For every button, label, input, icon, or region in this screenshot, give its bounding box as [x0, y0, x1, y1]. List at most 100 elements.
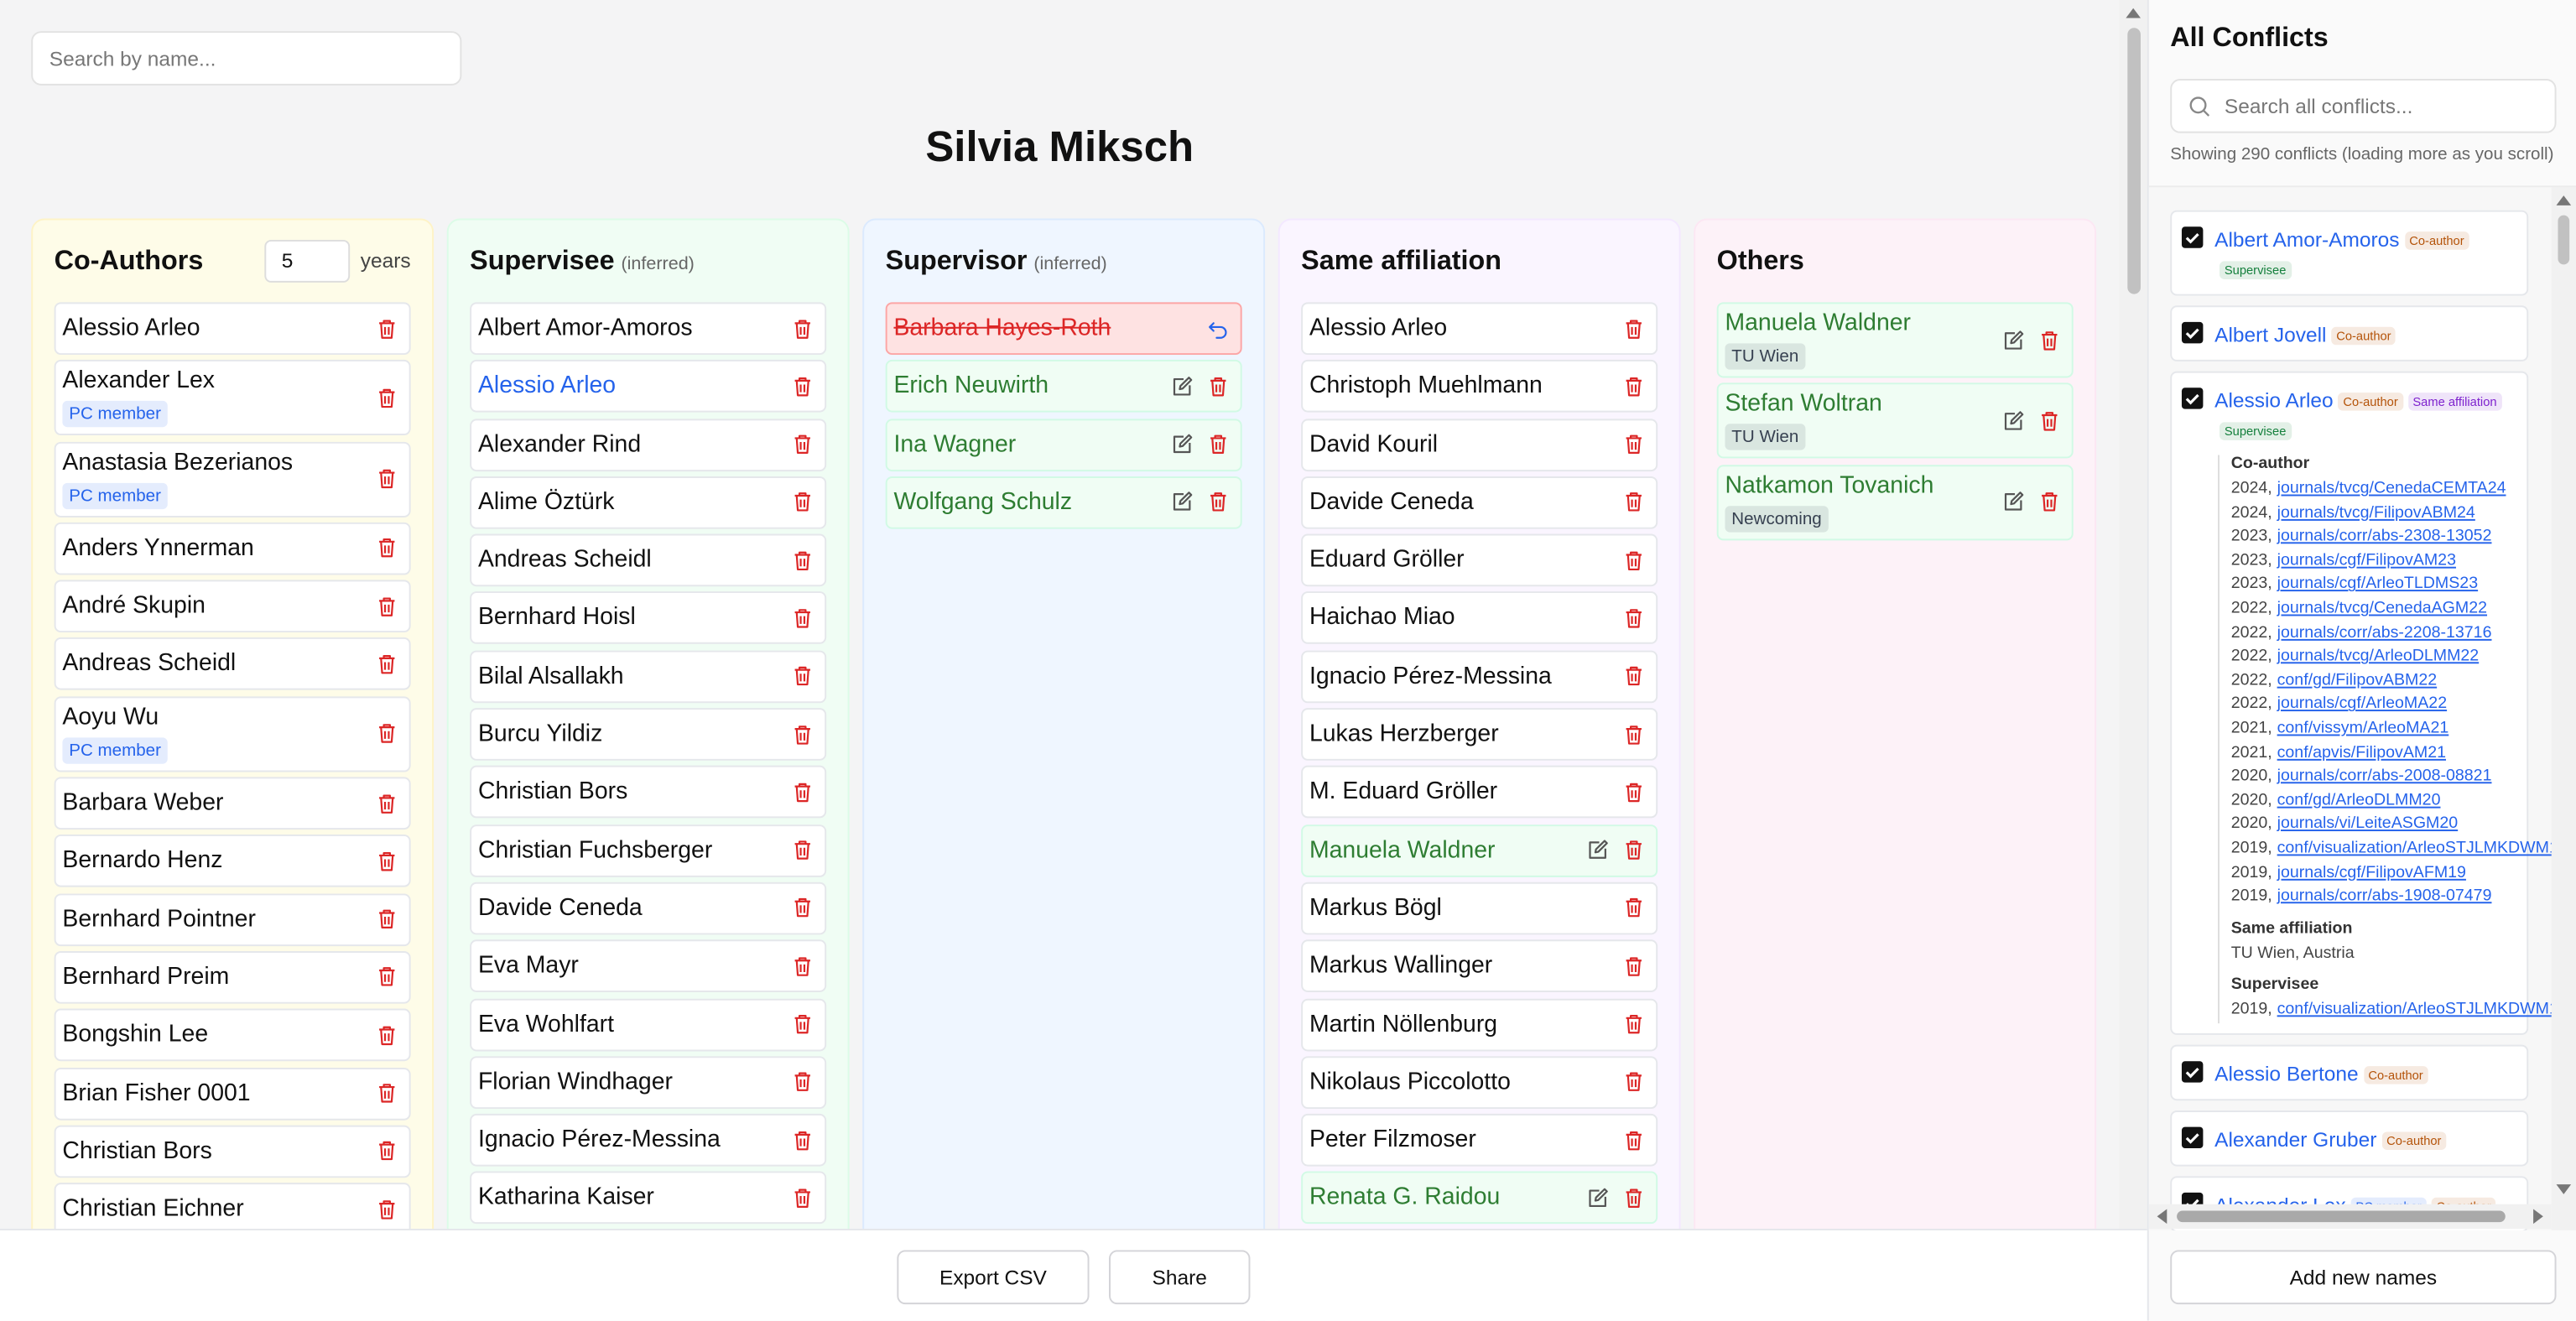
edit-icon[interactable]	[1169, 432, 1194, 456]
publication-link[interactable]: conf/visualization/ArleoSTJLMKDWM19	[2277, 839, 2568, 858]
trash-icon[interactable]	[375, 594, 399, 618]
search-input[interactable]: Search by name...	[31, 31, 462, 86]
list-scrollbar[interactable]	[2551, 187, 2576, 1230]
trash-icon[interactable]	[375, 1197, 399, 1221]
trash-icon[interactable]	[1621, 896, 1646, 920]
trash-icon[interactable]	[375, 653, 399, 677]
publication-link[interactable]: journals/tvcg/CenedaCEMTA24	[2277, 479, 2506, 498]
trash-icon[interactable]	[375, 1139, 399, 1163]
trash-icon[interactable]	[375, 1023, 399, 1048]
trash-icon[interactable]	[790, 490, 814, 514]
trash-icon[interactable]	[1621, 664, 1646, 689]
publication-link[interactable]: journals/tvcg/ArleoDLMM22	[2277, 647, 2480, 666]
trash-icon[interactable]	[1206, 490, 1231, 514]
trash-icon[interactable]	[790, 896, 814, 920]
trash-icon[interactable]	[790, 1012, 814, 1037]
trash-icon[interactable]	[1621, 606, 1646, 631]
trash-icon[interactable]	[1621, 1012, 1646, 1037]
edit-icon[interactable]	[1169, 374, 1194, 398]
publication-link[interactable]: conf/vissym/ArleoMA21	[2277, 719, 2449, 738]
publication-link[interactable]: conf/gd/FilipovABM22	[2277, 671, 2438, 690]
checkbox[interactable]	[2181, 226, 2204, 248]
conflict-name[interactable]: Alexander Gruber	[2214, 1128, 2377, 1152]
trash-icon[interactable]	[1206, 374, 1231, 398]
trash-icon[interactable]	[1621, 838, 1646, 862]
checkbox[interactable]	[2181, 387, 2204, 409]
horizontal-scrollbar[interactable]	[2148, 1204, 2552, 1229]
trash-icon[interactable]	[375, 721, 399, 746]
trash-icon[interactable]	[2037, 328, 2062, 352]
trash-icon[interactable]	[375, 386, 399, 410]
trash-icon[interactable]	[375, 1081, 399, 1105]
conflict-name[interactable]: Albert Amor-Amoros	[2214, 228, 2400, 252]
trash-icon[interactable]	[790, 664, 814, 689]
trash-icon[interactable]	[375, 849, 399, 873]
trash-icon[interactable]	[790, 432, 814, 456]
publication-link[interactable]: journals/corr/abs-2208-13716	[2277, 623, 2492, 642]
publication-link[interactable]: conf/apvis/FilipovAM21	[2277, 743, 2447, 762]
checkbox[interactable]	[2181, 321, 2204, 344]
trash-icon[interactable]	[790, 954, 814, 978]
trash-icon[interactable]	[790, 1070, 814, 1095]
publication-link[interactable]: conf/gd/ArleoDLMM20	[2277, 791, 2441, 810]
trash-icon[interactable]	[1621, 722, 1646, 746]
edit-icon[interactable]	[2001, 490, 2026, 514]
trash-icon[interactable]	[790, 1128, 814, 1152]
trash-icon[interactable]	[1621, 316, 1646, 341]
publication-link[interactable]: journals/corr/abs-2308-13052	[2277, 528, 2492, 546]
conflict-name[interactable]: Alessio Arleo	[2214, 389, 2334, 413]
publication-link[interactable]: conf/visualization/ArleoSTJLMKDWM19	[2277, 1001, 2568, 1019]
person-name[interactable]: Alessio Arleo	[477, 373, 617, 400]
trash-icon[interactable]	[1621, 374, 1646, 398]
trash-icon[interactable]	[790, 1186, 814, 1210]
export-button[interactable]: Export CSV	[897, 1250, 1090, 1305]
trash-icon[interactable]	[790, 374, 814, 398]
scrollbar[interactable]	[2119, 0, 2147, 1229]
years-input[interactable]: 5	[265, 239, 351, 283]
publication-link[interactable]: journals/tvcg/FilipovABM24	[2277, 503, 2475, 523]
trash-icon[interactable]	[1621, 1128, 1646, 1152]
undo-icon[interactable]	[1206, 316, 1231, 341]
trash-icon[interactable]	[790, 316, 814, 341]
trash-icon[interactable]	[1621, 490, 1646, 514]
trash-icon[interactable]	[375, 907, 399, 931]
publication-link[interactable]: journals/vi/LeiteASGM20	[2277, 815, 2459, 834]
trash-icon[interactable]	[790, 780, 814, 804]
trash-icon[interactable]	[790, 606, 814, 631]
edit-icon[interactable]	[1585, 838, 1610, 862]
edit-icon[interactable]	[2001, 328, 2026, 352]
trash-icon[interactable]	[375, 536, 399, 560]
edit-icon[interactable]	[2001, 408, 2026, 433]
checkbox[interactable]	[2181, 1060, 2204, 1083]
trash-icon[interactable]	[790, 838, 814, 862]
conflict-search[interactable]: Search all conflicts...	[2170, 79, 2557, 133]
trash-icon[interactable]	[375, 965, 399, 990]
trash-icon[interactable]	[1621, 954, 1646, 978]
trash-icon[interactable]	[790, 722, 814, 746]
trash-icon[interactable]	[2037, 408, 2062, 433]
share-button[interactable]: Share	[1109, 1250, 1251, 1305]
trash-icon[interactable]	[2037, 490, 2062, 514]
trash-icon[interactable]	[1621, 1186, 1646, 1210]
publication-link[interactable]: journals/cgf/FilipovAFM19	[2277, 863, 2466, 882]
publication-link[interactable]: journals/tvcg/CenedaAGM22	[2277, 599, 2488, 618]
publication-link[interactable]: journals/corr/abs-1908-07479	[2277, 887, 2492, 906]
trash-icon[interactable]	[375, 791, 399, 815]
trash-icon[interactable]	[375, 466, 399, 491]
trash-icon[interactable]	[1206, 432, 1231, 456]
trash-icon[interactable]	[1621, 780, 1646, 804]
edit-icon[interactable]	[1585, 1186, 1610, 1210]
trash-icon[interactable]	[375, 316, 399, 341]
trash-icon[interactable]	[790, 549, 814, 573]
publication-link[interactable]: journals/cgf/FilipovAM23	[2277, 551, 2456, 570]
add-names-button[interactable]: Add new names	[2170, 1250, 2557, 1305]
trash-icon[interactable]	[1621, 549, 1646, 573]
checkbox[interactable]	[2181, 1126, 2204, 1148]
publication-link[interactable]: journals/cgf/ArleoTLDMS23	[2277, 575, 2479, 594]
trash-icon[interactable]	[1621, 432, 1646, 456]
trash-icon[interactable]	[1621, 1070, 1646, 1095]
conflict-name[interactable]: Alessio Bertone	[2214, 1062, 2359, 1086]
conflict-name[interactable]: Albert Jovell	[2214, 323, 2327, 347]
publication-link[interactable]: journals/corr/abs-2008-08821	[2277, 767, 2492, 786]
publication-link[interactable]: journals/cgf/ArleoMA22	[2277, 695, 2448, 714]
